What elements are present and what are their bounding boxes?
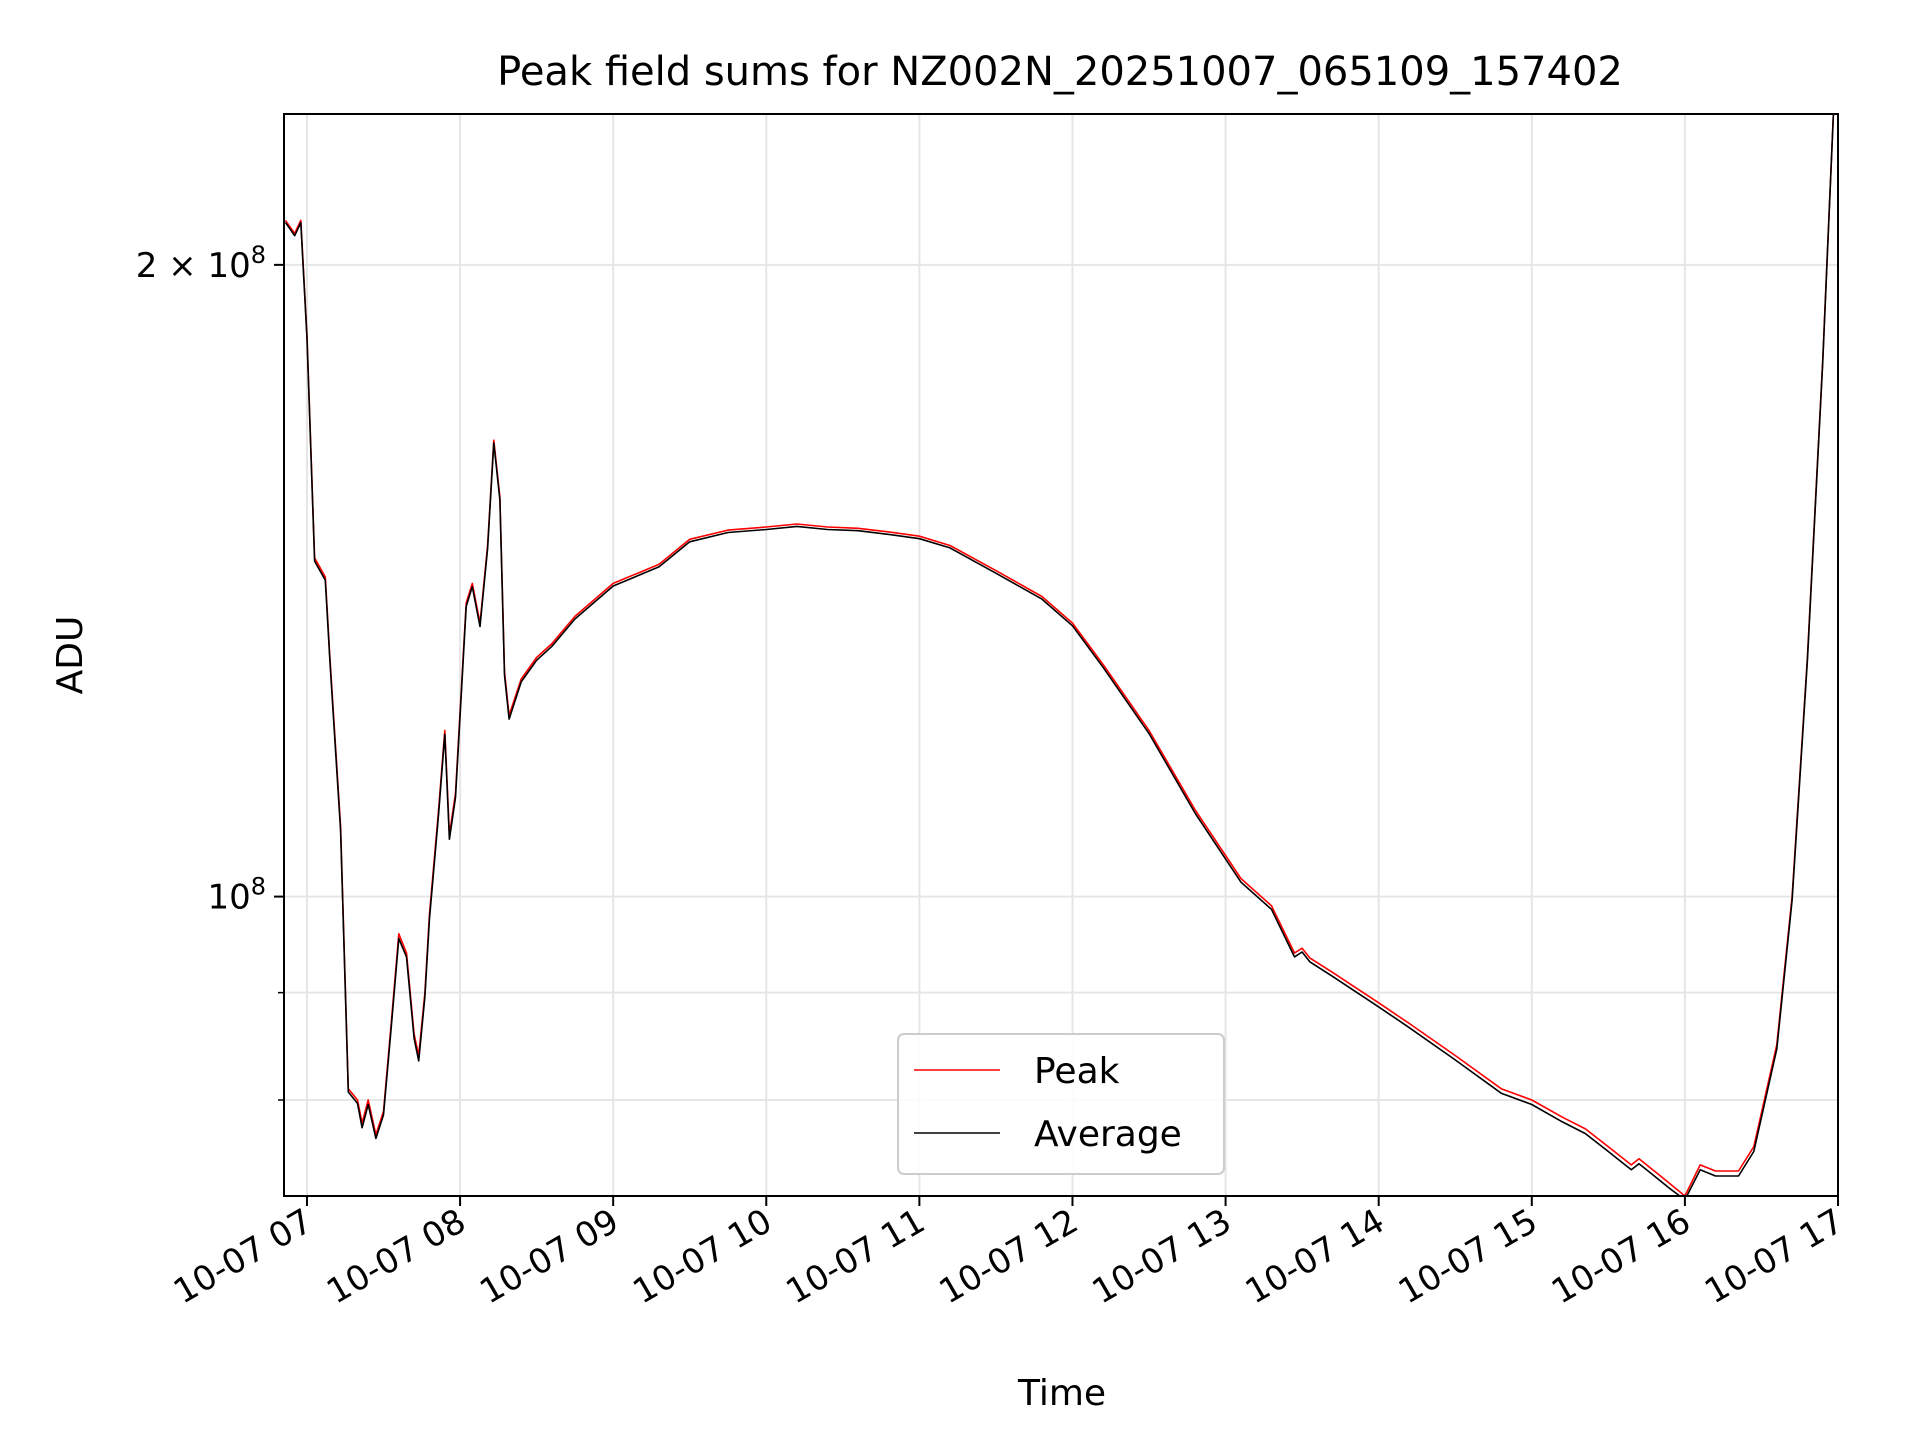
series-line-average xyxy=(284,114,1838,1196)
y-tick-label: 108 xyxy=(207,873,266,918)
series-layer xyxy=(284,114,1838,1196)
y-axis-label: ADU xyxy=(50,616,91,695)
legend-box xyxy=(897,1033,1225,1175)
legend: Peak Average xyxy=(897,1033,1225,1175)
y-axis-ticks: 108 2 × 108 xyxy=(136,241,284,1101)
legend-label-peak: Peak xyxy=(1034,1051,1120,1092)
y-tick-label: 2 × 108 xyxy=(136,241,266,286)
plot-frame xyxy=(283,113,1839,1197)
legend-label-average: Average xyxy=(1034,1114,1182,1155)
chart-title: Peak field sums for NZ002N_20251007_0651… xyxy=(497,49,1623,95)
x-axis-label: Time xyxy=(1017,1373,1106,1414)
